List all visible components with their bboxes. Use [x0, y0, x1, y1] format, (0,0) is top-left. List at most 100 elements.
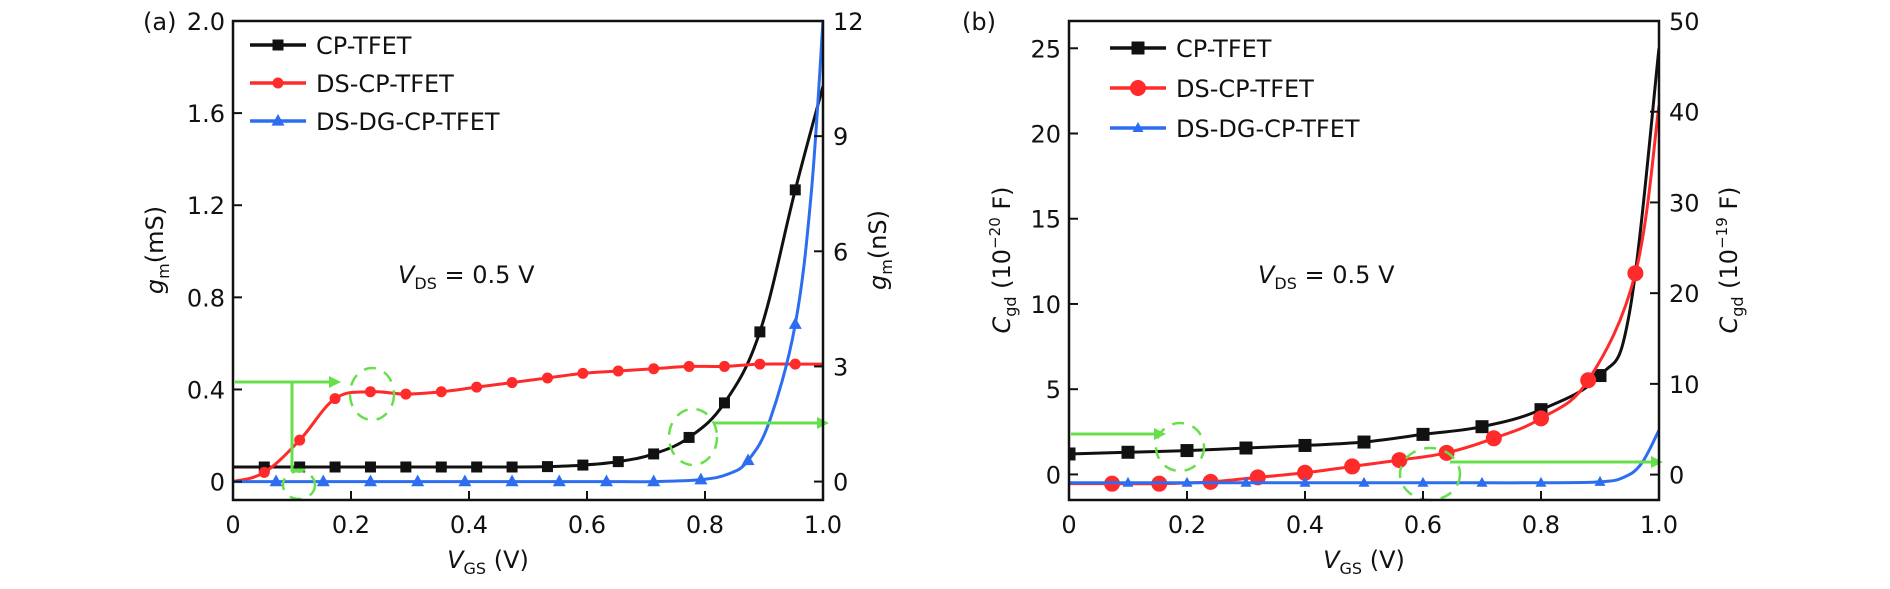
y-right-label-sub: m — [877, 259, 896, 275]
data-point-ds-cp-tfet — [258, 466, 270, 478]
data-point-ds-cp-tfet — [648, 363, 660, 375]
y-left-tick-label: 0 — [210, 469, 225, 497]
y-right-label-unit: (10 — [1715, 249, 1743, 297]
x-label-unit: (V) — [1362, 546, 1405, 574]
data-point-cp-tfet — [1357, 435, 1371, 449]
y-left-tick-label: 0.4 — [187, 376, 225, 404]
axis-indicator-circle — [281, 469, 317, 501]
data-point-ds-cp-tfet — [400, 388, 412, 400]
y-left-tick-label: 1.2 — [187, 192, 225, 220]
x-tick-label: 1.0 — [804, 511, 842, 539]
panel-b-right-y-axis-label: Cgd (10−19 F) — [1713, 186, 1747, 333]
series-line-ds-cp-tfet — [1069, 105, 1659, 486]
data-point-ds-dg-cp-tfet — [1535, 476, 1547, 487]
y-right-label-unit: (nS) — [864, 210, 892, 259]
y-left-label-sub: m — [154, 263, 173, 279]
x-tick-label: 1.0 — [1640, 511, 1678, 539]
data-point-ds-cp-tfet — [471, 381, 483, 393]
annotation-sub: DS — [1274, 274, 1296, 293]
y-right-tick-label: 9 — [833, 123, 848, 151]
data-point-ds-cp-tfet — [1627, 265, 1644, 282]
y-right-tick-label: 3 — [833, 353, 848, 381]
panel-a-left-y-axis-label: gm(mS) — [141, 206, 173, 294]
data-point-cp-tfet — [506, 461, 518, 473]
panel-a-x-axis-label: VGS (V) — [447, 546, 529, 578]
panel-b-left-y-axis-label: Cgd (10−20 F) — [986, 186, 1020, 333]
data-point-ds-cp-tfet — [1297, 464, 1313, 481]
y-right-label-exponent: −19 — [1713, 217, 1731, 249]
data-point-ds-cp-tfet — [718, 360, 730, 372]
x-tick-label: 0.8 — [686, 511, 724, 539]
series-line-cp-tfet — [1069, 48, 1659, 456]
data-point-ds-cp-tfet — [1580, 372, 1597, 389]
x-label-sub: GS — [1340, 559, 1363, 578]
y-left-tick-label: 10 — [1030, 291, 1061, 319]
data-point-cp-tfet — [364, 461, 376, 473]
y-left-tick-label: 0 — [1046, 461, 1061, 489]
annotation-main: V — [1258, 261, 1276, 289]
annotation-rest: = 0.5 V — [437, 261, 535, 289]
panel-a-series — [233, 20, 823, 487]
y-left-label-sub: gd — [1001, 296, 1020, 316]
data-point-ds-cp-tfet — [789, 358, 801, 370]
panel-a-right-y-axis-label: gm(nS) — [864, 210, 896, 290]
y-right-tick-label: 10 — [1669, 371, 1700, 399]
data-point-ds-cp-tfet — [1344, 458, 1361, 475]
data-point-cp-tfet — [648, 448, 660, 460]
data-point-ds-cp-tfet — [506, 377, 518, 389]
y-left-tick-label: 0.8 — [187, 284, 225, 312]
data-point-ds-dg-cp-tfet — [363, 474, 377, 487]
panel-a-label: (a) — [143, 8, 176, 36]
data-point-ds-dg-cp-tfet — [1417, 476, 1429, 487]
data-point-ds-dg-cp-tfet — [694, 472, 708, 485]
x-tick-label: 0.2 — [1168, 511, 1206, 539]
data-point-ds-cp-tfet — [1485, 430, 1502, 447]
data-point-ds-dg-cp-tfet — [788, 317, 802, 329]
data-point-ds-dg-cp-tfet — [599, 474, 613, 487]
y-right-tick-label: 30 — [1669, 189, 1700, 217]
panel-b-legend: CP-TFET DS-CP-TFET DS-DG-CP-TFET — [1110, 35, 1360, 143]
data-point-cp-tfet — [577, 459, 589, 471]
annotation-main: V — [398, 261, 416, 289]
data-point-cp-tfet — [1180, 444, 1194, 458]
data-point-ds-dg-cp-tfet — [1240, 476, 1252, 487]
data-point-cp-tfet — [1593, 369, 1607, 383]
panel-b-label: (b) — [962, 8, 996, 36]
y-left-label-unit: (mS) — [141, 206, 169, 263]
panel-a-legend: CP-TFET DS-CP-TFET DS-DG-CP-TFET — [250, 32, 500, 136]
data-point-ds-dg-cp-tfet — [1299, 476, 1311, 487]
y-right-tick-label: 0 — [833, 469, 848, 497]
data-point-cp-tfet — [1475, 420, 1489, 434]
x-tick-label: 0 — [1061, 511, 1076, 539]
y-right-tick-label: 40 — [1669, 99, 1700, 127]
y-left-label-main: g — [141, 279, 169, 294]
data-point-ds-dg-cp-tfet — [647, 474, 661, 487]
data-point-ds-dg-cp-tfet — [316, 474, 330, 487]
y-left-tick-label: 2.0 — [187, 8, 225, 36]
x-label-sub: GS — [464, 559, 487, 578]
x-tick-label: 0.4 — [1286, 511, 1324, 539]
data-point-ds-cp-tfet — [612, 365, 624, 377]
data-point-ds-dg-cp-tfet — [1358, 476, 1370, 487]
x-label-unit: (V) — [486, 546, 529, 574]
x-tick-label: 0.6 — [568, 511, 606, 539]
data-point-ds-dg-cp-tfet — [1181, 476, 1193, 487]
legend-label: DS-CP-TFET — [316, 70, 454, 98]
data-point-cp-tfet — [1416, 427, 1430, 441]
data-point-ds-cp-tfet — [577, 367, 589, 379]
data-point-ds-cp-tfet — [683, 360, 695, 372]
x-tick-label: 0.2 — [332, 511, 370, 539]
y-left-tick-label: 20 — [1030, 121, 1061, 149]
y-left-label-exponent: −20 — [986, 217, 1004, 249]
y-right-tick-label: 50 — [1669, 8, 1700, 36]
data-point-cp-tfet — [1239, 441, 1253, 455]
data-point-ds-dg-cp-tfet — [458, 474, 472, 487]
y-right-label-tail: F) — [1715, 186, 1743, 217]
data-point-cp-tfet — [683, 431, 695, 443]
data-point-ds-cp-tfet — [754, 358, 766, 370]
legend-marker-square — [1131, 41, 1145, 55]
data-point-ds-dg-cp-tfet — [505, 474, 519, 487]
data-point-ds-dg-cp-tfet — [1122, 476, 1134, 487]
plot-frame — [231, 19, 825, 502]
axis-indicator-circle — [667, 407, 719, 467]
